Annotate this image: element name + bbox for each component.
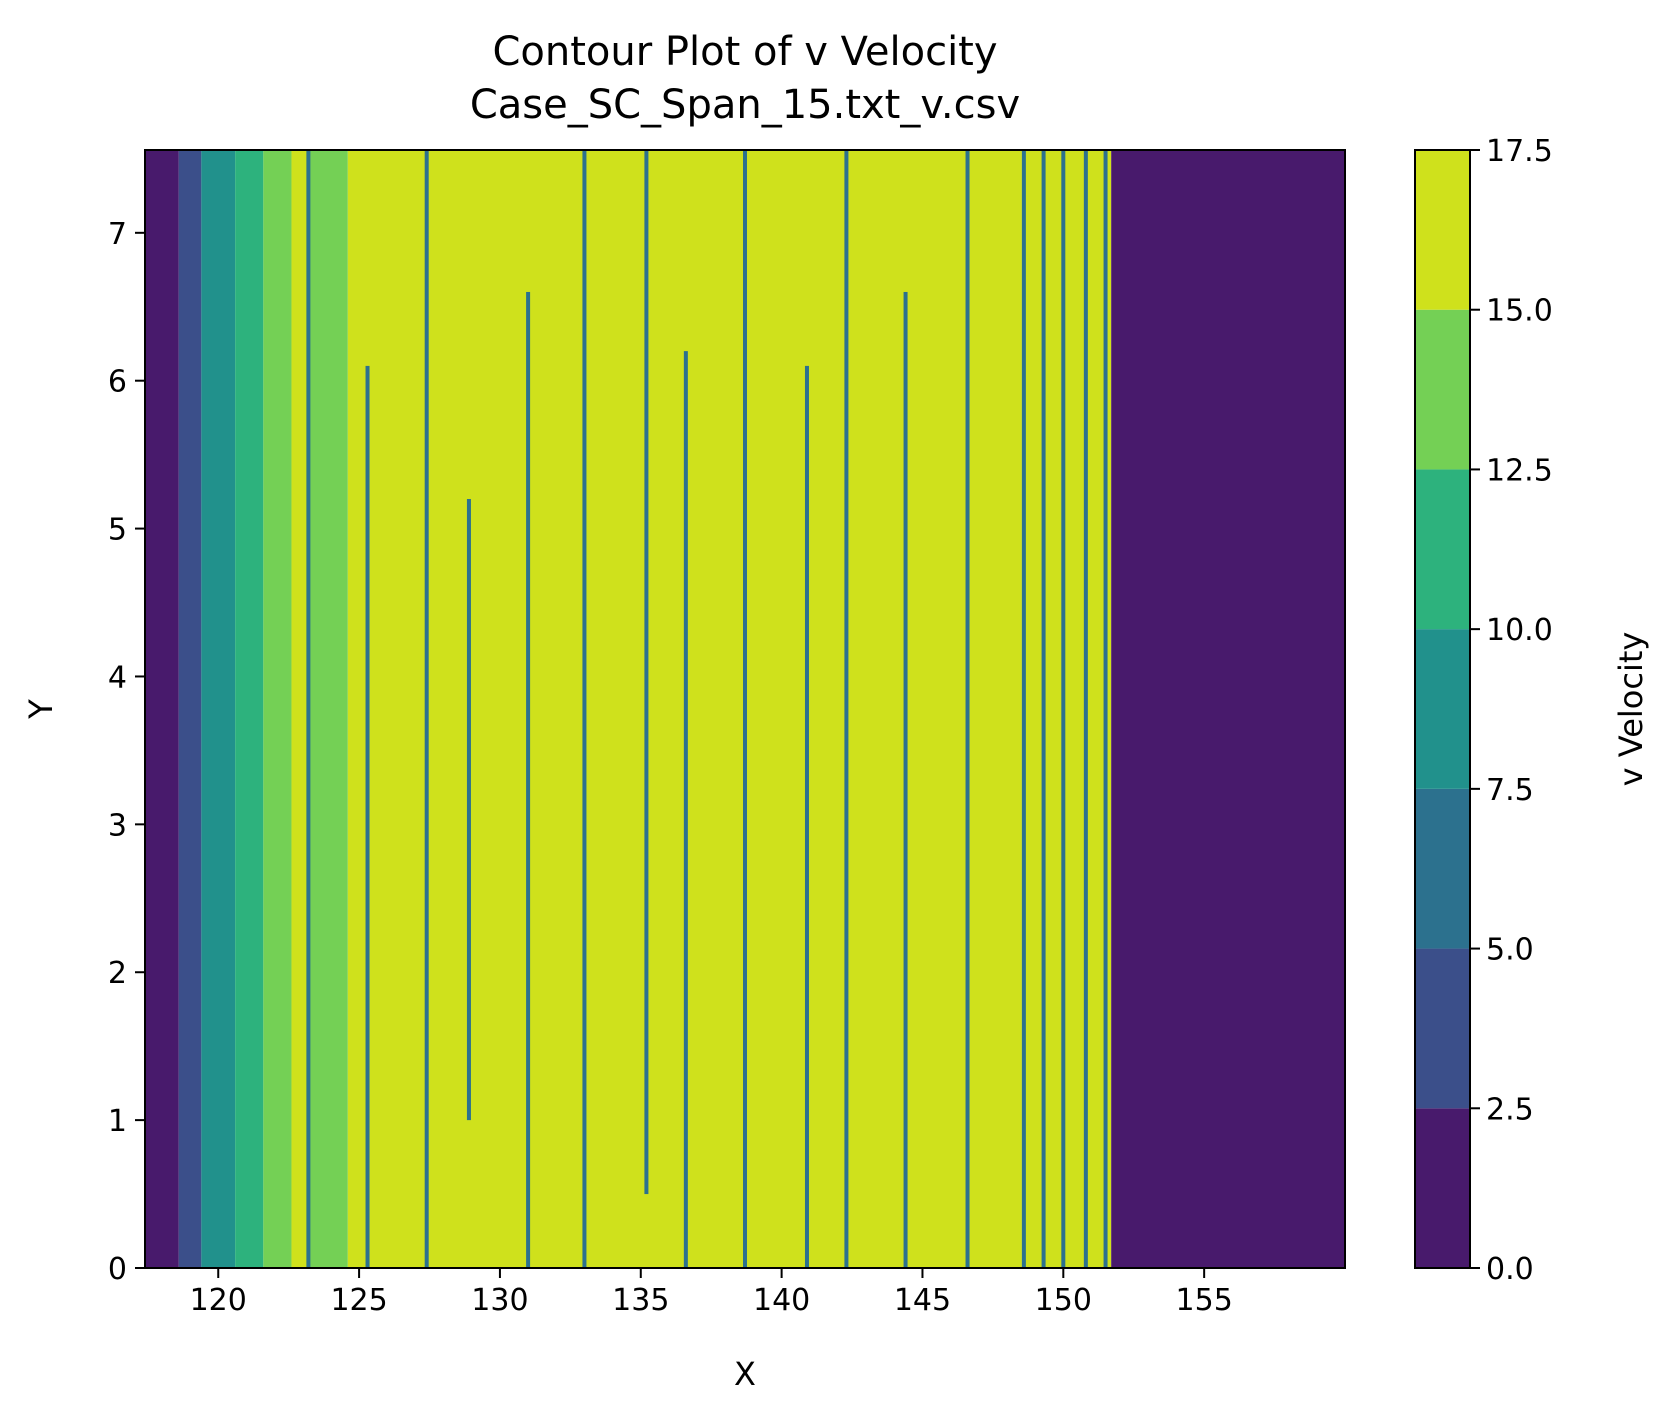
colorbar-segment-4 [1415,629,1470,789]
colorbar-segment-2 [1415,948,1470,1109]
contour-streak-8 [683,351,688,1268]
x-tick-label: 130 [471,1283,528,1318]
colorbar-segment-1 [1415,1108,1470,1268]
colorbar-segment-7 [1415,150,1470,310]
colorbar-label: v Velocity [1612,632,1650,787]
y-tick-label: 0 [108,1252,127,1287]
colorbar-tick-label: 0.0 [1486,1252,1534,1287]
y-tick-label: 1 [108,1104,127,1139]
colorbar-frame [1414,149,1471,1269]
y-tick-label: 2 [108,956,127,991]
contour-band-3 [201,150,236,1268]
y-tick-label: 5 [108,513,127,548]
contour-band-4 [235,150,264,1268]
x-axis: 120 125 130 135 140 145 150 155 [190,1268,1233,1318]
contour-streak-15 [1041,150,1046,1268]
colorbar-tick-label: 5.0 [1486,933,1534,968]
contour-streak-11 [844,150,849,1268]
colorbar-tick-label: 2.5 [1486,1092,1534,1127]
colorbar-tick-label: 12.5 [1486,453,1553,488]
colorbar-tick-label: 17.5 [1486,134,1553,169]
chart-title: Contour Plot of v Velocity [492,29,997,75]
contour-band-9 [1021,150,1112,1268]
plot-area [145,150,1345,1269]
colorbar-tick-label: 7.5 [1486,773,1534,808]
x-tick-label: 120 [190,1283,247,1318]
colorbar-tick-label: 10.0 [1486,613,1553,648]
y-tick-label: 7 [108,217,127,252]
plot-frame [144,149,1346,1269]
contour-streak-12 [903,291,908,1268]
contour-band-2 [178,150,202,1268]
colorbar-segment-3 [1415,788,1470,949]
contour-streak-2 [365,365,370,1269]
colorbar-segment-5 [1415,469,1470,630]
contour-streak-4 [466,499,471,1121]
contour-streak-10 [804,365,809,1269]
chart-subtitle: Case_SC_Span_15.txt_v.csv [470,82,1020,128]
x-tick-label: 145 [894,1283,951,1318]
contour-band-10 [1111,150,1345,1268]
contour-streak-13 [965,150,970,1268]
colorbar-segment-6 [1415,309,1470,470]
x-tick-label: 150 [1035,1283,1092,1318]
y-tick-label: 4 [108,660,127,695]
contour-band-1 [145,150,179,1268]
y-axis: 0 1 2 3 4 5 6 7 [108,217,145,1287]
contour-band-5 [263,150,292,1268]
x-tick-label: 140 [753,1283,810,1318]
contour-streak-9 [743,150,747,1268]
contour-streak-17 [1083,150,1088,1268]
contour-band-7 [308,150,348,1268]
y-tick-label: 3 [108,808,127,843]
contour-streak-18 [1103,150,1108,1268]
contour-streak-7 [644,150,649,1195]
contour-streak-16 [1061,150,1066,1268]
x-tick-label: 155 [1176,1283,1233,1318]
y-axis-label: Y [22,699,60,720]
colorbar: 0.0 2.5 5.0 7.5 10.0 12.5 15.0 17.5 [1415,134,1553,1287]
x-tick-label: 135 [612,1283,669,1318]
colorbar-tick-label: 15.0 [1486,294,1553,329]
x-tick-label: 125 [330,1283,387,1318]
y-tick-label: 6 [108,365,127,400]
x-axis-label: X [734,1355,756,1393]
contour-streak-3 [424,150,429,1268]
contour-streak-6 [582,150,587,1268]
contour-streak-1 [306,150,311,1268]
contour-streak-5 [526,291,531,1268]
contour-streak-14 [1021,150,1026,1268]
contour-band-6 [291,150,309,1268]
